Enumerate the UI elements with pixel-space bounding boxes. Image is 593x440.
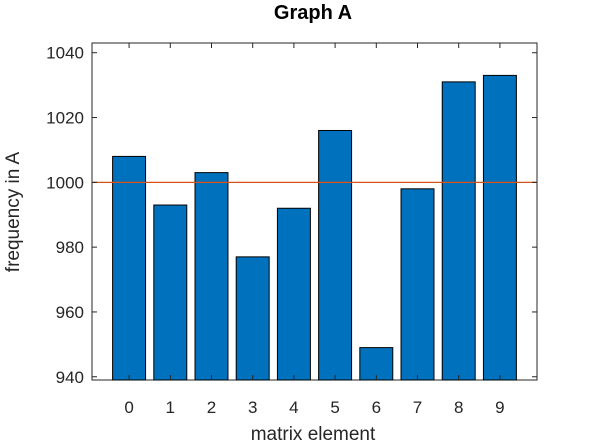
y-tick-label: 1020 <box>46 109 84 128</box>
x-tick-label: 2 <box>207 398 216 417</box>
y-axis-label: frequency in A <box>3 151 24 272</box>
bar-2 <box>194 172 229 381</box>
x-tick-label: 1 <box>166 398 175 417</box>
x-axis-label: matrix element <box>251 424 376 440</box>
y-axis-ticks: 940 960 980 1000 1020 1040 <box>46 44 537 387</box>
x-tick-label: 4 <box>289 398 298 417</box>
bar-7 <box>400 188 435 381</box>
x-tick-label: 9 <box>495 398 504 417</box>
chart-title: Graph A <box>274 2 352 24</box>
x-tick-label: 6 <box>372 398 381 417</box>
y-tick-label: 1040 <box>46 44 84 63</box>
y-tick-label: 940 <box>56 368 84 387</box>
bar-6 <box>359 347 394 381</box>
x-tick-label: 5 <box>330 398 339 417</box>
y-tick-label: 960 <box>56 303 84 322</box>
x-tick-label: 0 <box>124 398 133 417</box>
bar-9 <box>482 74 517 381</box>
bar-1 <box>153 204 188 381</box>
x-axis-ticks: 0 1 2 3 4 5 6 7 8 9 <box>124 43 505 417</box>
x-tick-label: 3 <box>248 398 257 417</box>
bar-3 <box>235 256 270 381</box>
bar-5 <box>318 129 353 381</box>
bar-group <box>112 74 517 381</box>
y-tick-label: 980 <box>56 238 84 257</box>
y-tick-label: 1000 <box>46 173 84 192</box>
bar-4 <box>276 207 311 381</box>
x-tick-label: 8 <box>454 398 463 417</box>
x-tick-label: 7 <box>413 398 422 417</box>
bar-0 <box>112 155 147 381</box>
bar-8 <box>441 81 476 381</box>
